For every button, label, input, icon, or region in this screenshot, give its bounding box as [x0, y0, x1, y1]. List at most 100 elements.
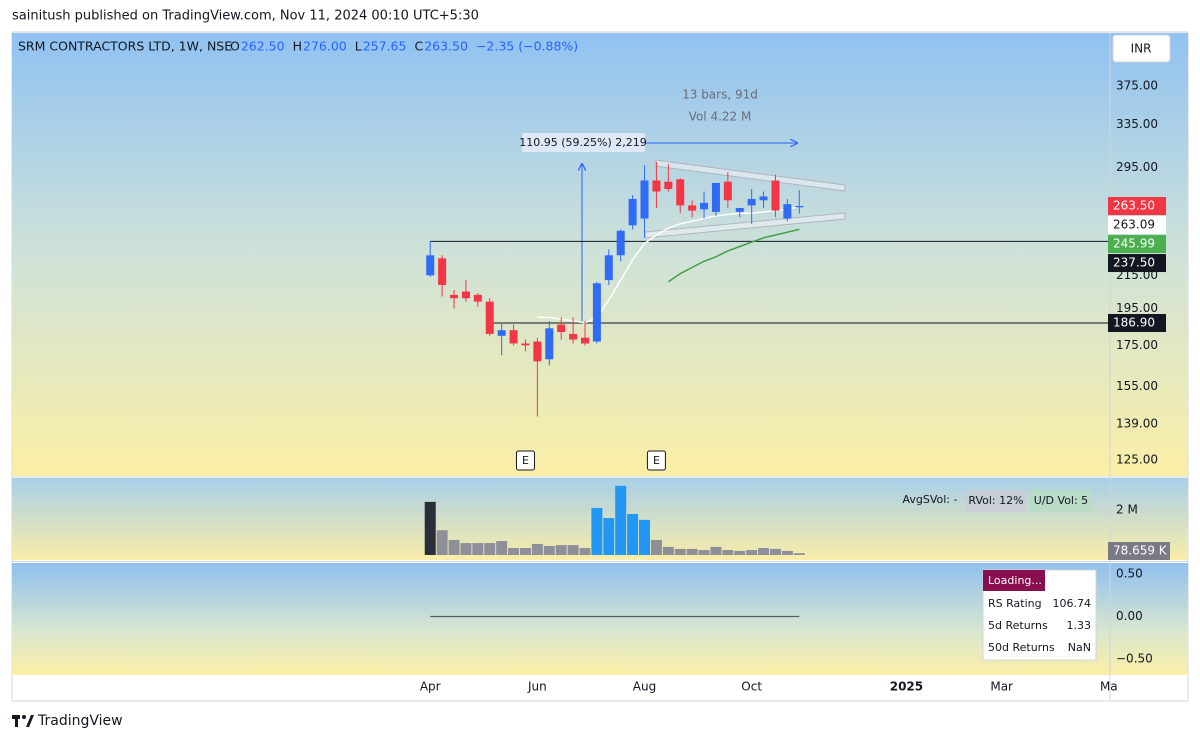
- volume-last-box: [1108, 542, 1170, 560]
- candle-body: [783, 204, 792, 219]
- x-tick-label: 2025: [890, 680, 923, 694]
- candle-body: [533, 341, 542, 362]
- y-tick-label: 2 M: [1116, 502, 1138, 516]
- x-tick-label: Mar: [990, 680, 1013, 694]
- legend-key: L: [355, 39, 362, 54]
- range-volume: Vol 4.22 M: [689, 110, 752, 124]
- price-label-box: [1108, 197, 1166, 216]
- candle-body: [485, 301, 494, 334]
- rs-title-cell: [983, 570, 1045, 591]
- candle-body: [569, 333, 578, 340]
- legend-key: C: [414, 39, 423, 54]
- candle-body: [640, 180, 649, 219]
- volume-bar: [508, 548, 520, 555]
- candle-body: [652, 180, 661, 192]
- volume-bar: [531, 543, 543, 555]
- candle-body: [747, 198, 756, 206]
- candle-body: [473, 294, 482, 302]
- rvol: RVol: 12%: [968, 494, 1023, 507]
- y-tick-label: 0.00: [1116, 609, 1143, 623]
- candle-body: [688, 205, 697, 211]
- candle-body: [735, 207, 744, 212]
- volume-bar: [674, 548, 686, 555]
- volume-bar: [793, 553, 805, 555]
- publisher-header: sainitush published on TradingView.com, …: [12, 9, 479, 24]
- brand-logo: [12, 715, 34, 727]
- rs-row-label: RS Rating: [988, 597, 1042, 610]
- rs-title: Loading...: [988, 574, 1042, 587]
- volume-bar: [436, 530, 448, 555]
- volume-bar: [769, 548, 781, 555]
- candle-body: [580, 337, 589, 344]
- volume-bar: [650, 539, 662, 555]
- y-tick-label: 125.00: [1116, 452, 1158, 466]
- x-tick-label: Oct: [741, 680, 762, 694]
- candle-body: [628, 198, 637, 226]
- price-label: 263.50: [1113, 199, 1155, 213]
- earnings: E: [522, 454, 529, 467]
- volume-bar: [781, 550, 793, 555]
- legend-value: 262.50: [241, 39, 285, 54]
- volume-bar: [758, 548, 770, 555]
- volume-bar: [448, 539, 460, 555]
- candle-body: [509, 330, 518, 344]
- earnings-box: [515, 450, 535, 471]
- price-label: 263.09: [1113, 218, 1155, 232]
- price-label: 186.90: [1113, 315, 1155, 329]
- measure-label: 110.95 (59.25%) 2,219: [519, 136, 647, 149]
- volume-bar: [460, 543, 472, 555]
- earnings: E: [653, 454, 660, 467]
- legend: SRM CONTRACTORS LTD, 1W, NSE O 262.50 H 276…: [18, 39, 578, 54]
- candle-body: [557, 324, 566, 333]
- ud-box: [1030, 490, 1092, 512]
- ma-line: [667, 228, 800, 283]
- volume-bar: [686, 548, 698, 555]
- volume-bar: [734, 550, 746, 555]
- rs-row-value: NaN: [1068, 641, 1091, 654]
- rs-row-value: 106.74: [1053, 597, 1092, 610]
- volume-bar: [519, 548, 531, 555]
- candle-body: [759, 196, 768, 201]
- candle-body: [450, 294, 459, 299]
- volume-bar: [662, 546, 674, 555]
- x-tick-label: Aug: [633, 680, 656, 694]
- volume-bar: [591, 507, 603, 555]
- candle-body: [545, 328, 554, 360]
- legend-change: −2.35 (−0.88%): [476, 39, 578, 54]
- candle-body: [711, 182, 720, 212]
- rvol-box: [966, 490, 1026, 512]
- y-tick-label: 175.00: [1116, 338, 1158, 352]
- x-tick-label: Apr: [420, 680, 441, 694]
- legend-value: 263.50: [424, 39, 468, 54]
- measure-box: [522, 133, 645, 152]
- volume-bar: [543, 545, 555, 555]
- x-tick-label: Ma: [1100, 680, 1118, 694]
- price-label: 237.50: [1113, 256, 1155, 270]
- triangle-upper: [654, 159, 846, 192]
- y-tick-label: 195.00: [1116, 301, 1158, 315]
- y-tick-label: 0.50: [1116, 566, 1143, 580]
- price-label-box: [1108, 235, 1166, 254]
- x-tick-label: Jun: [527, 680, 547, 694]
- candle-body: [521, 343, 530, 346]
- avg-vol: AvgSVol: -: [903, 493, 958, 506]
- candle-body: [461, 291, 470, 299]
- currency: INR: [1131, 42, 1152, 56]
- rs-row-label: 50d Returns: [988, 641, 1055, 654]
- volume-bar: [496, 541, 508, 555]
- candle-body: [771, 180, 780, 211]
- candle-body: [664, 181, 673, 190]
- candle-body: [676, 179, 685, 206]
- legend-key: H: [293, 39, 302, 54]
- currency-box[interactable]: [1112, 34, 1171, 63]
- price-label: 245.99: [1113, 237, 1155, 251]
- volume-bar: [567, 545, 579, 555]
- y-tick-label: 155.00: [1116, 379, 1158, 393]
- y-tick-label: 335.00: [1116, 117, 1158, 131]
- rs-row-value: 1.33: [1067, 619, 1092, 632]
- symbol: SRM CONTRACTORS LTD, 1W, NSE: [18, 39, 232, 54]
- candle-body: [604, 255, 613, 281]
- rs-row-label: 5d Returns: [988, 619, 1048, 632]
- y-tick-label: 139.00: [1116, 416, 1158, 430]
